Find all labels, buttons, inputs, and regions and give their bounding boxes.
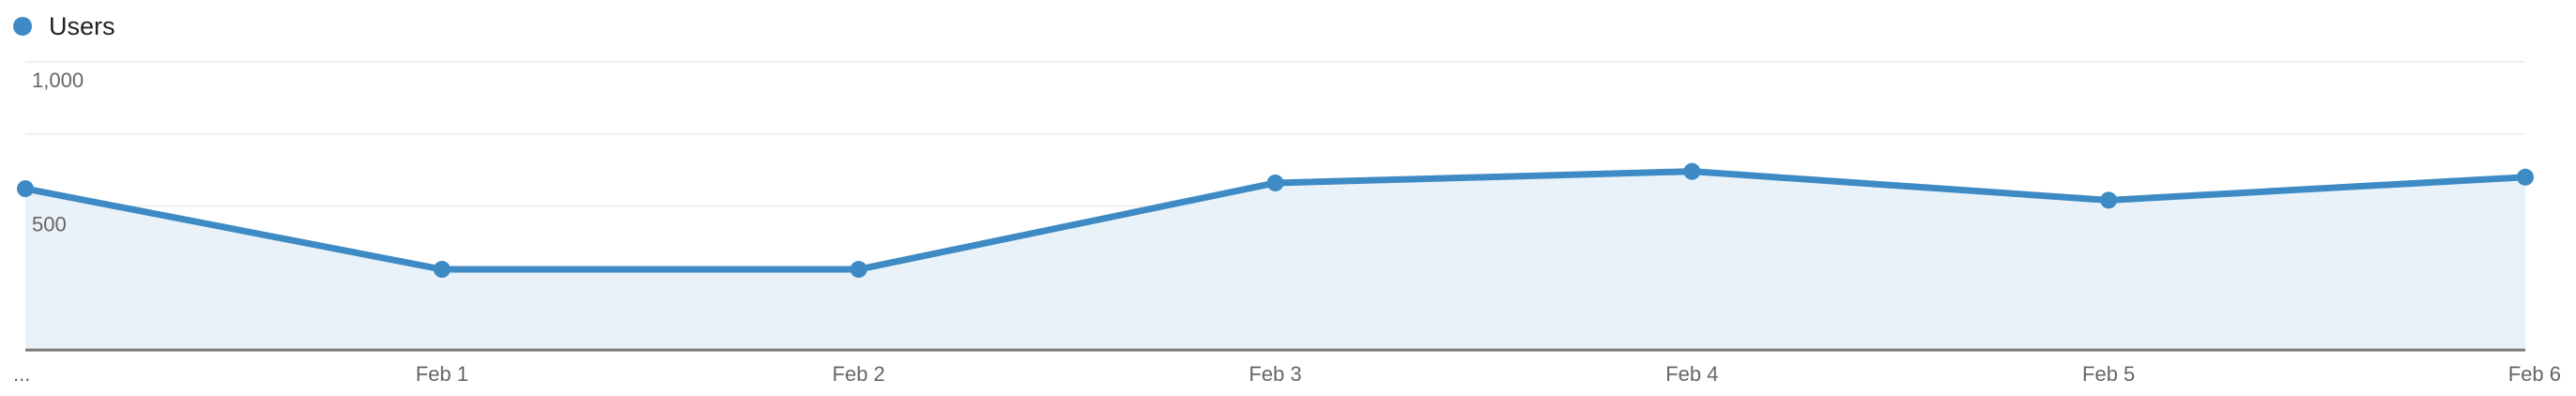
legend-label-users[interactable]: Users bbox=[49, 11, 115, 40]
data-point bbox=[1266, 174, 1284, 191]
legend-marker-icon bbox=[13, 17, 32, 36]
x-tick-label: ... bbox=[13, 362, 30, 386]
y-tick-label: 1,000 bbox=[32, 69, 84, 92]
x-tick-label: Feb 6 bbox=[2508, 362, 2561, 386]
data-point bbox=[850, 261, 867, 279]
x-tick-label: Feb 2 bbox=[833, 362, 885, 386]
data-point bbox=[433, 261, 451, 279]
x-tick-label: Feb 3 bbox=[1249, 362, 1301, 386]
y-tick-label: 500 bbox=[32, 213, 67, 236]
x-tick-label: Feb 5 bbox=[2082, 362, 2135, 386]
x-tick-label: Feb 4 bbox=[1665, 362, 1718, 386]
data-point bbox=[2100, 191, 2118, 209]
chart-legend: Users bbox=[13, 9, 115, 43]
data-point bbox=[1683, 162, 1701, 180]
x-tick-label: Feb 1 bbox=[416, 362, 468, 386]
data-point bbox=[2517, 168, 2534, 186]
series-area-users bbox=[25, 171, 2525, 350]
data-point bbox=[17, 180, 34, 198]
